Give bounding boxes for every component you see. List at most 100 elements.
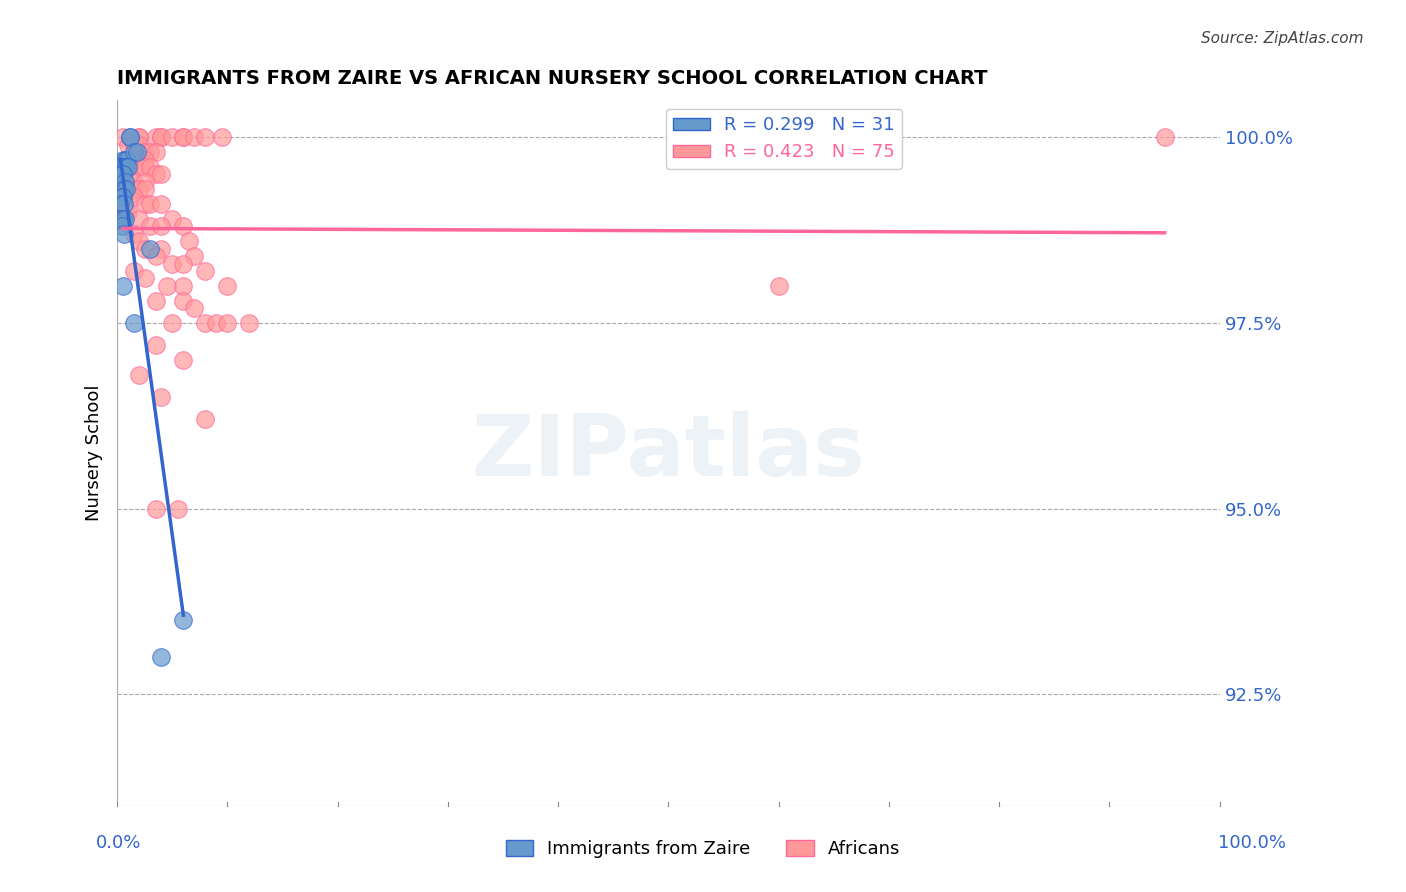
Point <box>122 182 145 196</box>
Point <box>117 168 139 182</box>
Point <box>145 130 167 145</box>
Point <box>117 137 139 152</box>
Point <box>162 256 184 270</box>
Point <box>111 153 134 167</box>
Point <box>162 212 184 227</box>
Point <box>172 613 194 627</box>
Point <box>162 130 184 145</box>
Point <box>128 234 150 248</box>
Point <box>217 316 239 330</box>
Point <box>111 212 134 227</box>
Point <box>110 190 132 204</box>
Point <box>114 212 136 227</box>
Point <box>134 182 156 196</box>
Point <box>122 137 145 152</box>
Point <box>122 190 145 204</box>
Point <box>111 160 134 174</box>
Point <box>122 145 145 160</box>
Point <box>128 212 150 227</box>
Point <box>112 197 135 211</box>
Point <box>183 130 205 145</box>
Point <box>110 197 132 211</box>
Point <box>128 368 150 382</box>
Point <box>115 182 138 196</box>
Text: 0.0%: 0.0% <box>96 834 141 852</box>
Point <box>139 242 162 256</box>
Text: 100.0%: 100.0% <box>1219 834 1286 852</box>
Point <box>194 316 217 330</box>
Point <box>111 168 134 182</box>
Point <box>172 293 194 308</box>
Point <box>112 182 135 196</box>
Point <box>115 153 138 167</box>
Point <box>172 278 194 293</box>
Point <box>125 145 148 160</box>
Point <box>120 130 142 145</box>
Point <box>114 175 136 189</box>
Point <box>145 338 167 352</box>
Point <box>205 316 228 330</box>
Point <box>150 390 173 404</box>
Point <box>128 137 150 152</box>
Point <box>122 264 145 278</box>
Point <box>128 130 150 145</box>
Point <box>145 293 167 308</box>
Point <box>768 278 790 293</box>
Point <box>194 412 217 426</box>
Point <box>110 212 132 227</box>
Point <box>110 160 132 174</box>
Point <box>177 234 200 248</box>
Point <box>117 204 139 219</box>
Point <box>117 190 139 204</box>
Point <box>111 278 134 293</box>
Point <box>172 353 194 368</box>
Point <box>134 145 156 160</box>
Point <box>115 204 138 219</box>
Text: IMMIGRANTS FROM ZAIRE VS AFRICAN NURSERY SCHOOL CORRELATION CHART: IMMIGRANTS FROM ZAIRE VS AFRICAN NURSERY… <box>117 69 987 87</box>
Text: ZIPatlas: ZIPatlas <box>471 411 865 494</box>
Point <box>150 130 173 145</box>
Point <box>150 650 173 665</box>
Text: Source: ZipAtlas.com: Source: ZipAtlas.com <box>1201 31 1364 46</box>
Point <box>139 145 162 160</box>
Point <box>150 168 173 182</box>
Point <box>139 219 162 234</box>
Point <box>111 190 134 204</box>
Point <box>122 175 145 189</box>
Point <box>211 130 233 145</box>
Point <box>145 168 167 182</box>
Point <box>128 153 150 167</box>
Point <box>117 160 139 174</box>
Point <box>139 160 162 174</box>
Point <box>166 501 188 516</box>
Point <box>145 145 167 160</box>
Point <box>172 130 194 145</box>
Point <box>172 256 194 270</box>
Point <box>156 278 179 293</box>
Point <box>110 219 132 234</box>
Point <box>145 501 167 516</box>
Legend: Immigrants from Zaire, Africans: Immigrants from Zaire, Africans <box>498 832 908 865</box>
Point <box>115 160 138 174</box>
Point <box>128 182 150 196</box>
Point <box>134 175 156 189</box>
Point <box>145 249 167 263</box>
Point <box>122 227 145 241</box>
Point <box>139 197 162 211</box>
Point <box>1153 130 1175 145</box>
Point <box>134 160 156 174</box>
Point <box>114 153 136 167</box>
Point <box>194 130 217 145</box>
Point <box>110 168 132 182</box>
Point <box>217 278 239 293</box>
Point <box>122 316 145 330</box>
Point <box>150 197 173 211</box>
Point <box>120 130 142 145</box>
Point <box>150 130 173 145</box>
Point <box>238 316 260 330</box>
Point <box>112 227 135 241</box>
Point <box>172 219 194 234</box>
Point <box>162 316 184 330</box>
Point <box>134 153 156 167</box>
Point <box>111 130 134 145</box>
